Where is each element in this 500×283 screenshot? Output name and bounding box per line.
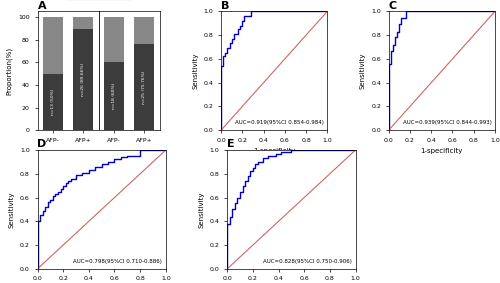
Text: D: D [38,139,47,149]
Text: E: E [227,139,235,149]
Text: Discovery cohort(n=55): Discovery cohort(n=55) [39,156,102,161]
Text: AUC=0.919(95%CI 0.854-0.984): AUC=0.919(95%CI 0.854-0.984) [236,121,324,125]
Bar [43,17,63,74]
Text: n=26 (89.66%): n=26 (89.66%) [82,63,86,96]
Text: n=25 (75.76%): n=25 (75.76%) [142,71,146,104]
Text: A: A [38,1,46,10]
Text: B: B [221,1,230,10]
Bar [104,62,124,130]
Bar [74,17,94,29]
X-axis label: 1-specificity: 1-specificity [420,148,463,154]
Text: AUC=0.828(95%CI 0.750-0.906): AUC=0.828(95%CI 0.750-0.906) [263,259,352,264]
Text: AUC=0.798(95%CI 0.710-0.886): AUC=0.798(95%CI 0.710-0.886) [73,259,162,264]
Y-axis label: Sensitivity: Sensitivity [198,191,204,228]
Y-axis label: Sensitivity: Sensitivity [192,53,198,89]
Bar [74,29,94,130]
Text: Validation cohort(n=63): Validation cohort(n=63) [96,156,160,161]
Bar [134,44,154,130]
X-axis label: 1-specificity: 1-specificity [253,148,296,154]
Bar [104,17,124,62]
Text: C: C [388,1,397,10]
Y-axis label: Proportion(%): Proportion(%) [6,47,12,95]
Text: n=18 (60%): n=18 (60%) [112,83,116,109]
Bar [43,74,63,130]
Text: AFP status: AFP status [80,170,117,175]
Y-axis label: Sensitivity: Sensitivity [8,191,14,228]
Y-axis label: Sensitivity: Sensitivity [360,53,366,89]
Text: n=13 (50%): n=13 (50%) [51,89,55,115]
Text: AUC=0.939(95%CI 0.844-0.993): AUC=0.939(95%CI 0.844-0.993) [403,121,492,125]
Bar [134,17,154,44]
